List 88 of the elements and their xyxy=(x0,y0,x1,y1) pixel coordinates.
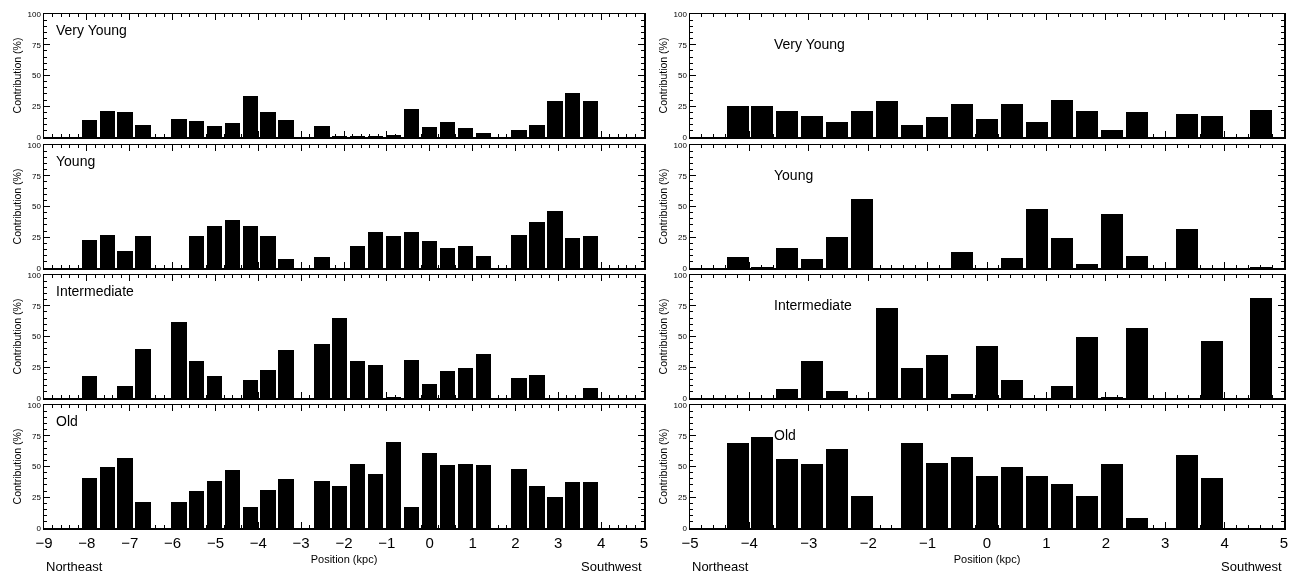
x-tick-label: 1 xyxy=(468,533,477,551)
y-tick-label: 25 xyxy=(31,102,42,112)
x-tick-label: −1 xyxy=(919,533,937,551)
y-tick-label: 25 xyxy=(31,233,42,243)
y-tick-label: 100 xyxy=(673,9,688,19)
x-tick-label: −9 xyxy=(35,533,53,551)
y-tick-label: 0 xyxy=(682,263,688,273)
y-axis-title: Contribution (%) xyxy=(10,298,23,375)
y-tick-label: 75 xyxy=(31,171,42,181)
y-tick-label: 75 xyxy=(677,431,688,441)
y-tick-label: 25 xyxy=(677,363,688,373)
x-tick-label: 4 xyxy=(596,533,606,551)
text: Intermediate xyxy=(56,282,135,299)
y-tick-label: 25 xyxy=(31,363,42,373)
x-tick-label: −5 xyxy=(681,533,699,551)
y-tick-label: 25 xyxy=(677,102,688,112)
x-tick-label: −2 xyxy=(859,533,877,551)
y-axis-title: Contribution (%) xyxy=(656,168,669,245)
x-tick-label: −1 xyxy=(378,533,396,551)
y-tick-label: 100 xyxy=(27,140,42,150)
x-tick-label: −3 xyxy=(800,533,818,551)
x-tick-label: 0 xyxy=(982,533,992,551)
y-axis-title: Contribution (%) xyxy=(10,168,23,245)
x-tick-label: 4 xyxy=(1220,533,1229,551)
x-tick-label: −4 xyxy=(740,533,758,551)
y-tick-label: 75 xyxy=(677,171,688,181)
y-axis-title: Contribution (%) xyxy=(656,428,669,505)
y-axis-title: Contribution (%) xyxy=(10,428,23,505)
y-axis-title: Contribution (%) xyxy=(656,298,669,375)
text: Old xyxy=(774,426,796,443)
x-tick-label: −8 xyxy=(78,533,96,551)
y-tick-label: 0 xyxy=(36,263,42,273)
x-tick-label: −6 xyxy=(164,533,182,551)
y-tick-label: 50 xyxy=(677,332,688,342)
y-tick-label: 75 xyxy=(31,301,42,311)
y-tick-label: 25 xyxy=(31,493,42,503)
x-tick-label: −7 xyxy=(121,533,139,551)
x-tick-label: −3 xyxy=(292,533,310,551)
y-tick-label: 100 xyxy=(27,270,42,280)
y-tick-label: 25 xyxy=(677,233,688,243)
y-tick-label: 50 xyxy=(31,202,42,212)
text: Very Young xyxy=(774,35,845,52)
y-tick-label: 75 xyxy=(677,40,688,50)
y-tick-label: 0 xyxy=(682,393,688,403)
y-tick-label: 0 xyxy=(36,393,42,403)
x-tick-label: −5 xyxy=(206,533,224,551)
y-tick-label: 50 xyxy=(677,462,688,472)
y-tick-label: 0 xyxy=(36,523,42,533)
y-tick-label: 50 xyxy=(677,71,688,81)
y-tick-label: 0 xyxy=(682,523,688,533)
y-tick-label: 50 xyxy=(31,462,42,472)
y-tick-label: 25 xyxy=(677,493,688,503)
text: Old xyxy=(56,412,78,429)
y-tick-label: 0 xyxy=(682,132,688,142)
y-tick-label: 75 xyxy=(31,431,42,441)
y-tick-label: 100 xyxy=(673,140,688,150)
y-tick-label: 75 xyxy=(677,301,688,311)
text: Young xyxy=(774,166,814,183)
text: Young xyxy=(56,152,96,169)
text: Southwest xyxy=(581,559,643,574)
text: Northeast xyxy=(692,559,749,574)
text: Northeast xyxy=(46,559,103,574)
y-tick-label: 50 xyxy=(677,202,688,212)
y-tick-label: 100 xyxy=(27,9,42,19)
x-axis-title: Position (kpc) xyxy=(953,553,1021,566)
x-tick-label: 2 xyxy=(511,533,520,551)
x-tick-label: 3 xyxy=(554,533,563,551)
y-tick-label: 100 xyxy=(673,400,688,410)
text: Very Young xyxy=(56,21,127,38)
y-tick-label: 100 xyxy=(27,400,42,410)
y-tick-label: 50 xyxy=(31,332,42,342)
text: Intermediate xyxy=(774,296,853,313)
x-tick-label: 2 xyxy=(1101,533,1110,551)
y-tick-label: 50 xyxy=(31,71,42,81)
x-tick-label: 5 xyxy=(1279,533,1289,551)
text: Southwest xyxy=(1221,559,1283,574)
y-tick-label: 0 xyxy=(36,132,42,142)
x-axis-title: Position (kpc) xyxy=(310,553,378,566)
y-axis-title: Contribution (%) xyxy=(10,37,23,114)
y-axis-title: Contribution (%) xyxy=(656,37,669,114)
x-tick-label: 0 xyxy=(425,533,434,551)
y-tick-label: 75 xyxy=(31,40,42,50)
x-tick-label: 3 xyxy=(1161,533,1170,551)
x-tick-label: 5 xyxy=(639,533,649,551)
x-tick-label: −4 xyxy=(249,533,267,551)
y-tick-label: 100 xyxy=(673,270,688,280)
x-tick-label: −2 xyxy=(335,533,353,551)
x-tick-label: 1 xyxy=(1042,533,1051,551)
